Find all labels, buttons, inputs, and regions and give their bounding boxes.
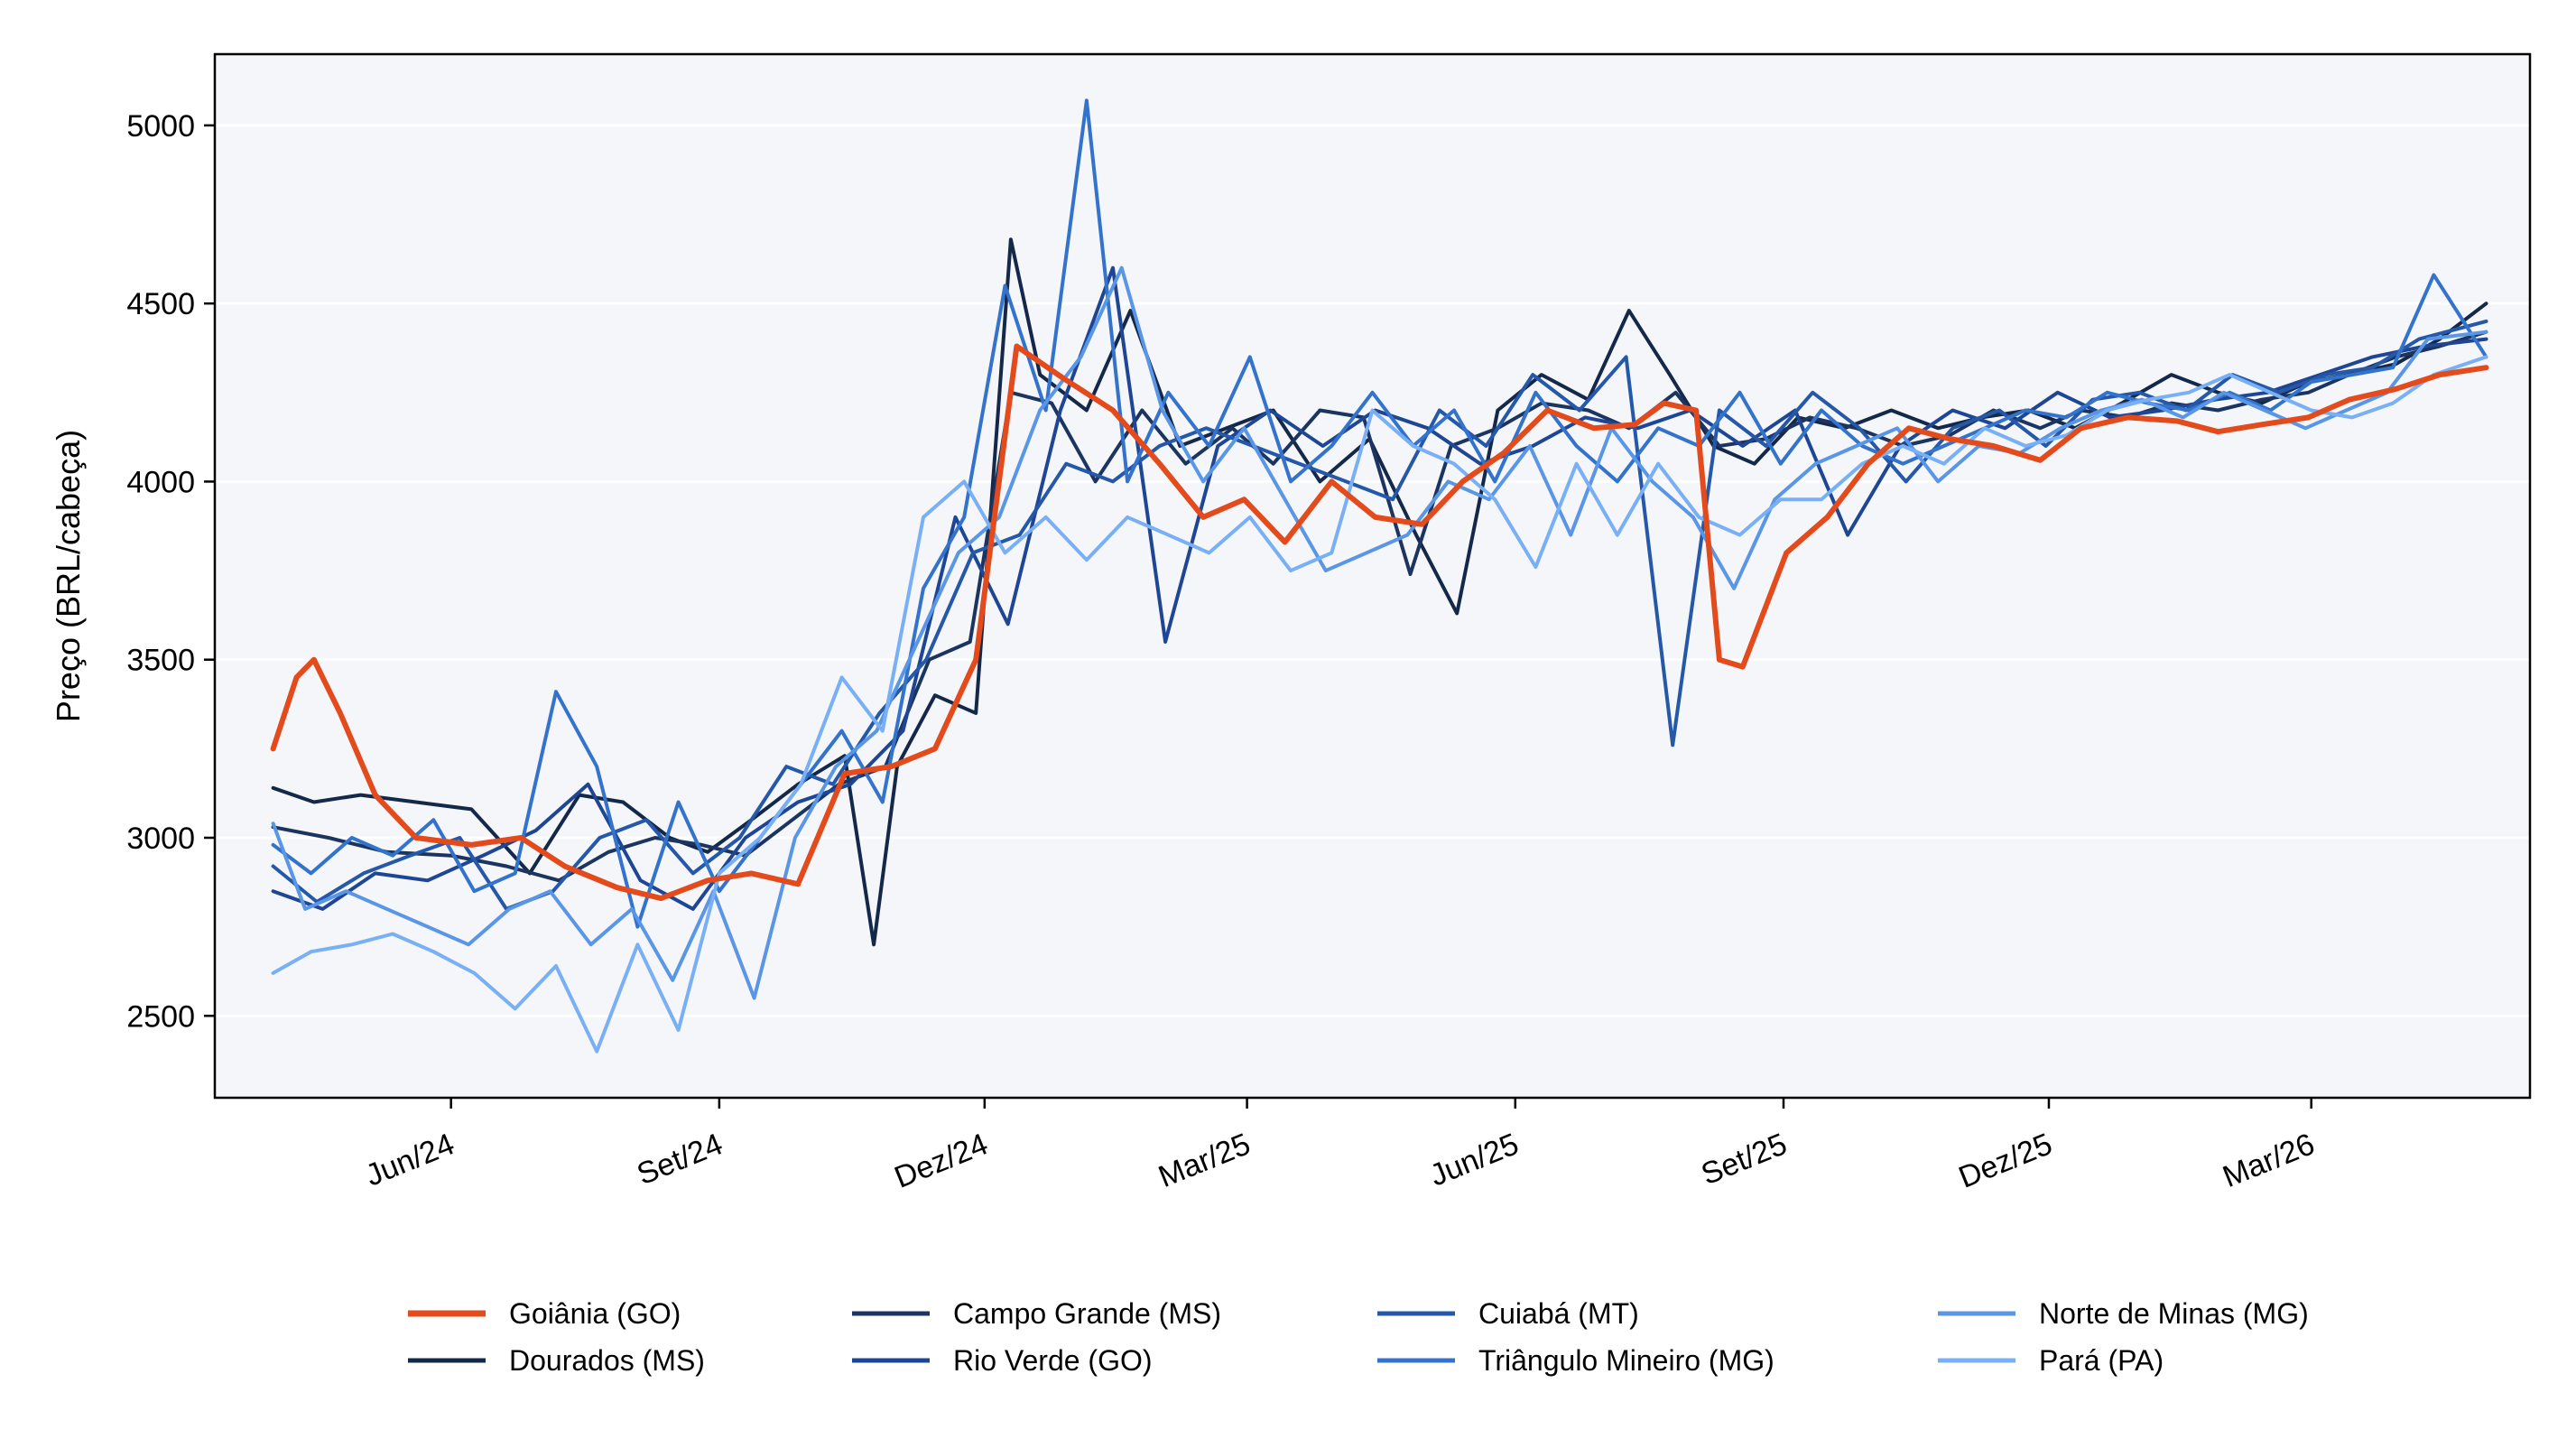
legend-label: Goiânia (GO) [509, 1297, 681, 1330]
legend-label: Pará (PA) [2039, 1344, 2164, 1377]
y-tick-label: 3000 [126, 822, 195, 856]
y-axis-title: Preço (BRL/cabeça) [50, 430, 87, 722]
series-line [271, 265, 2488, 1000]
y-axis: 2500 3000 3500 4000 4500 5000 [126, 109, 215, 1034]
y-tick-label: 4000 [126, 465, 195, 499]
legend-label: Norte de Minas (MG) [2039, 1297, 2309, 1330]
plot-frame [213, 52, 2532, 1100]
y-tick-label: 5000 [126, 109, 195, 144]
plot-area [215, 54, 2530, 1098]
series-line [271, 355, 2488, 1054]
legend-label: Rio Verde (GO) [953, 1344, 1153, 1377]
legend-label: Dourados (MS) [509, 1344, 705, 1377]
y-tick-label: 2500 [126, 999, 195, 1034]
legend-label: Triângulo Mineiro (MG) [1478, 1344, 1774, 1377]
series-lines [270, 98, 2489, 1054]
legend: Goiânia (GO) Dourados (MS) Campo Grande (M… [408, 1297, 2309, 1377]
legend-label: Cuiabá (MT) [1478, 1297, 1639, 1330]
y-tick-label: 3500 [126, 644, 195, 678]
series-line [271, 98, 2488, 929]
series-line [270, 343, 2489, 902]
series-line [271, 265, 2488, 911]
y-tick-label: 4500 [126, 287, 195, 321]
legend-label: Campo Grande (MS) [953, 1297, 1221, 1330]
